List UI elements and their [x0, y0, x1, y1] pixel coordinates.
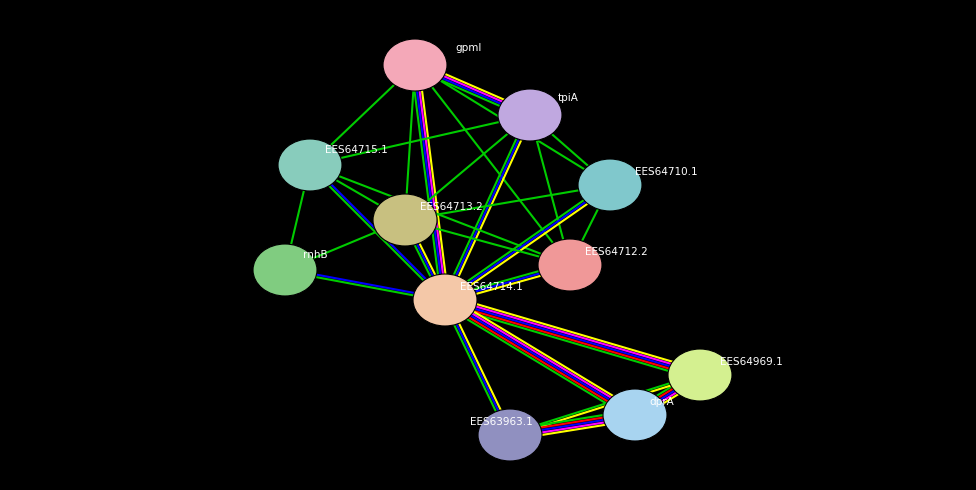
Text: EES64715.1: EES64715.1 — [325, 145, 387, 155]
Text: EES64713.2: EES64713.2 — [420, 202, 483, 212]
Text: EES64969.1: EES64969.1 — [720, 357, 783, 367]
Text: tpiA: tpiA — [558, 93, 579, 103]
Ellipse shape — [478, 409, 542, 461]
Text: EES64714.1: EES64714.1 — [460, 282, 523, 292]
Ellipse shape — [668, 349, 732, 401]
Ellipse shape — [383, 39, 447, 91]
Ellipse shape — [253, 244, 317, 296]
Ellipse shape — [578, 159, 642, 211]
Ellipse shape — [373, 194, 437, 246]
Text: gpml: gpml — [455, 43, 481, 53]
Ellipse shape — [603, 389, 667, 441]
Ellipse shape — [498, 89, 562, 141]
Text: EES64710.1: EES64710.1 — [635, 167, 698, 177]
Text: dprA: dprA — [649, 397, 673, 407]
Ellipse shape — [278, 139, 342, 191]
Text: EES63963.1: EES63963.1 — [470, 417, 533, 427]
Text: rnhB: rnhB — [303, 250, 328, 260]
Ellipse shape — [413, 274, 477, 326]
Ellipse shape — [538, 239, 602, 291]
Text: EES64712.2: EES64712.2 — [585, 247, 648, 257]
